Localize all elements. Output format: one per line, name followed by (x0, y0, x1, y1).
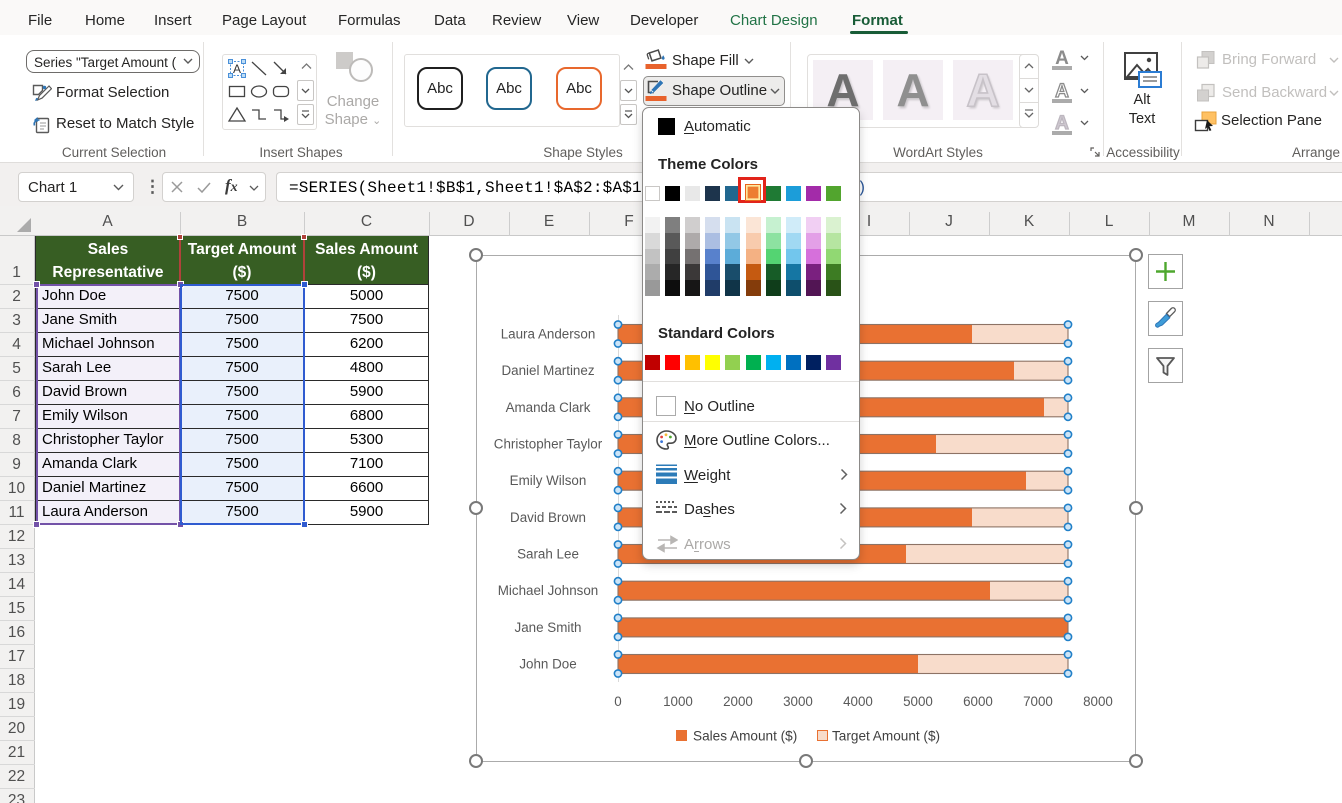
svg-text:0: 0 (614, 694, 621, 709)
svg-text:Jane Smith: Jane Smith (515, 620, 582, 635)
svg-text:4000: 4000 (843, 694, 873, 709)
svg-text:Christopher Taylor: Christopher Taylor (494, 437, 603, 452)
svg-text:8000: 8000 (1083, 694, 1113, 709)
svg-text:Target Amount ($): Target Amount ($) (832, 729, 940, 744)
svg-text:Sales Amount ($): Sales Amount ($) (693, 729, 797, 744)
svg-text:7000: 7000 (1023, 694, 1053, 709)
svg-text:David Brown: David Brown (510, 510, 586, 525)
svg-text:Laura Anderson: Laura Anderson (501, 327, 596, 342)
svg-text:Emily Wilson: Emily Wilson (510, 473, 587, 488)
svg-text:2000: 2000 (723, 694, 753, 709)
svg-text:John Doe: John Doe (519, 657, 576, 672)
svg-text:A: A (233, 62, 241, 76)
svg-text:Sarah Lee: Sarah Lee (517, 547, 579, 562)
svg-text:5000: 5000 (903, 694, 933, 709)
svg-text:Daniel Martinez: Daniel Martinez (501, 363, 594, 378)
svg-text:1000: 1000 (663, 694, 693, 709)
svg-text:Michael Johnson: Michael Johnson (498, 583, 599, 598)
svg-text:6000: 6000 (963, 694, 993, 709)
svg-text:3000: 3000 (783, 694, 813, 709)
svg-text:Amanda Clark: Amanda Clark (506, 400, 591, 415)
